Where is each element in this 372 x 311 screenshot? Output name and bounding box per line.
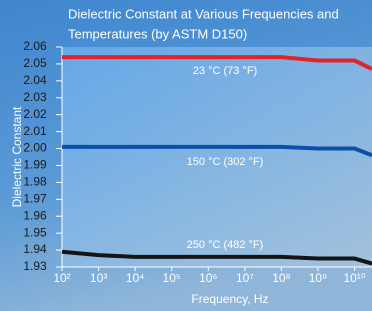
- y-tick-label: 2.01: [23, 124, 47, 138]
- y-tick-label: 2.03: [23, 90, 47, 104]
- series-label: 23 °C (73 °F): [193, 65, 257, 77]
- y-tick-label: 2.02: [23, 107, 47, 121]
- x-tick-label: 10⁵: [163, 271, 181, 285]
- x-tick-label: 10⁶: [199, 271, 217, 285]
- series-label: 250 °C (482 °F): [187, 239, 264, 251]
- y-tick-label: 1.98: [23, 175, 47, 189]
- y-tick-label: 1.97: [23, 191, 47, 205]
- x-tick-label: 10¹⁰: [343, 271, 365, 285]
- y-tick-label: 1.94: [23, 242, 47, 256]
- y-axis-label: Dielectric Constant: [10, 106, 24, 207]
- x-tick-label: 10⁹: [309, 271, 328, 285]
- series-label: 150 °C (302 °F): [187, 156, 264, 168]
- y-tick-label: 2.06: [23, 39, 47, 53]
- x-tick-label: 10⁸: [272, 271, 290, 285]
- chart-title: Temperatures (by ASTM D150): [68, 26, 247, 41]
- x-tick-label: 10²: [53, 271, 70, 285]
- y-tick-label: 1.95: [23, 225, 47, 239]
- chart: Dielectric Constant at Various Frequenci…: [0, 0, 372, 311]
- y-tick-label: 1.99: [23, 158, 47, 172]
- x-tick-label: 10³: [90, 271, 107, 285]
- x-axis-label: Frequency, Hz: [191, 292, 268, 306]
- x-tick-label: 10⁷: [236, 271, 254, 285]
- x-tick-label: 10⁴: [126, 271, 145, 285]
- y-tick-label: 2.04: [23, 73, 47, 87]
- y-tick-label: 2.00: [23, 141, 47, 155]
- y-tick-label: 1.96: [23, 208, 47, 222]
- y-tick-label: 2.05: [23, 56, 47, 70]
- chart-title: Dielectric Constant at Various Frequenci…: [68, 6, 339, 21]
- y-tick-label: 1.93: [23, 259, 47, 273]
